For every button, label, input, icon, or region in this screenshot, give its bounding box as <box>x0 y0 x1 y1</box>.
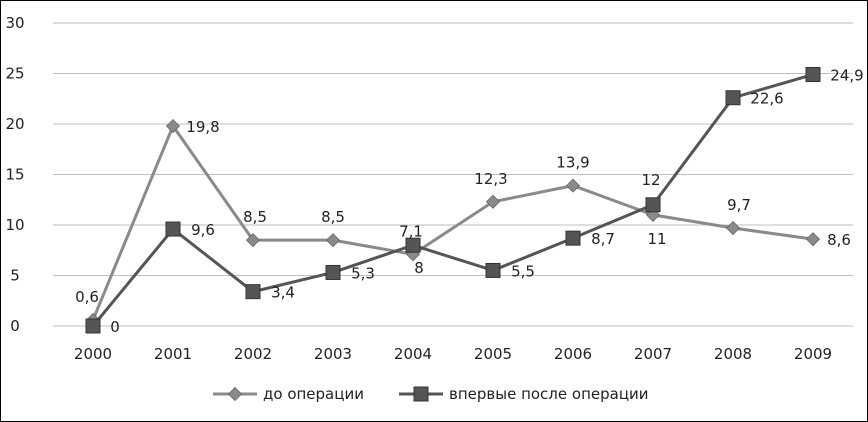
data-label: 22,6 <box>750 90 783 108</box>
x-axis-ticks: 2000 2001 2002 2003 2004 2005 2006 2007 2008 2009 <box>74 345 832 363</box>
data-label: 8,5 <box>321 208 345 226</box>
data-label: 24,9 <box>830 67 863 85</box>
data-point-2003 <box>325 233 341 248</box>
x-tick-label: 2001 <box>154 345 192 363</box>
y-tick-label: 5 <box>10 267 20 285</box>
data-point-2000 <box>85 318 101 334</box>
x-tick-label: 2002 <box>234 345 272 363</box>
data-point-2006 <box>565 230 581 246</box>
data-label: 8 <box>414 259 424 277</box>
series-first-after-surgery <box>85 67 821 334</box>
legend-item-first-after-surgery: впервые после операции <box>399 385 649 403</box>
data-point-2008 <box>725 220 741 236</box>
y-tick-label: 15 <box>5 166 24 184</box>
legend-label: до операции <box>263 385 364 403</box>
data-labels: 0,6 19,8 8,5 8,5 7,1 12,3 13,9 11 9,7 8,6 0 9,6 3,4 5… <box>75 67 864 336</box>
data-point-2005 <box>485 262 501 278</box>
series-line <box>91 122 814 321</box>
data-point-2009 <box>805 67 821 83</box>
data-point-2002 <box>245 284 261 300</box>
series-line <box>91 73 814 327</box>
legend: до операции впервые после операции <box>213 385 649 403</box>
data-point-2003 <box>325 264 341 280</box>
data-point-2004 <box>405 237 421 253</box>
grid-lines <box>53 22 853 327</box>
legend-marker <box>413 386 429 402</box>
data-label: 3,4 <box>271 284 295 302</box>
x-tick-label: 2008 <box>714 345 752 363</box>
data-label: 13,9 <box>556 154 589 172</box>
data-point-2009 <box>805 232 821 247</box>
data-point-2008 <box>725 90 741 106</box>
x-tick-label: 2003 <box>314 345 352 363</box>
data-label: 19,8 <box>186 118 219 136</box>
data-label: 12,3 <box>474 170 507 188</box>
x-tick-label: 2009 <box>794 345 832 363</box>
data-label: 8,5 <box>243 208 267 226</box>
series-before-surgery <box>85 118 821 328</box>
series-lines <box>85 67 821 334</box>
y-tick-label: 25 <box>5 65 24 83</box>
data-label: 7,1 <box>399 222 423 240</box>
data-label: 9,6 <box>191 221 215 239</box>
data-point-2001 <box>165 118 181 134</box>
y-tick-label: 10 <box>5 216 24 234</box>
x-tick-label: 2006 <box>554 345 592 363</box>
data-point-2005 <box>485 194 501 209</box>
data-point-2002 <box>245 233 261 248</box>
data-label: 0,6 <box>75 288 99 306</box>
legend-label: впервые после операции <box>449 385 649 403</box>
x-tick-label: 2004 <box>394 345 432 363</box>
data-label: 0 <box>110 318 120 336</box>
data-label: 11 <box>647 230 666 248</box>
data-point-2007 <box>645 197 661 213</box>
data-label: 9,7 <box>727 196 751 214</box>
legend-marker <box>227 386 243 402</box>
data-point-2006 <box>565 178 581 193</box>
data-label: 5,5 <box>511 262 535 280</box>
data-label: 12 <box>641 171 660 189</box>
data-label: 8,7 <box>591 230 615 248</box>
y-axis-ticks: 0 5 10 15 20 25 30 <box>5 14 24 335</box>
x-tick-label: 2005 <box>474 345 512 363</box>
legend-item-before-surgery: до операции <box>213 385 364 403</box>
y-tick-label: 20 <box>5 115 24 133</box>
y-tick-label: 0 <box>10 317 20 335</box>
data-label: 5,3 <box>351 264 375 282</box>
x-tick-label: 2000 <box>74 345 112 363</box>
data-label: 8,6 <box>827 231 851 249</box>
x-tick-label: 2007 <box>634 345 672 363</box>
y-tick-label: 30 <box>5 14 24 32</box>
data-point-2001 <box>165 221 181 237</box>
